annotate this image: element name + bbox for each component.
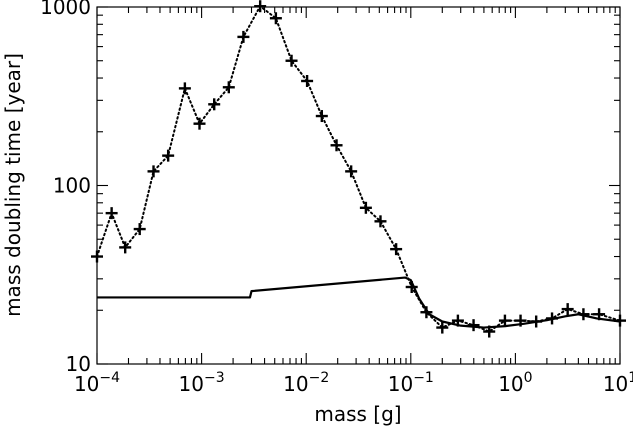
- x-tick-label: 101: [603, 370, 633, 396]
- data-point-marker: [269, 12, 282, 25]
- y-tick-labels: 10 100 1000: [40, 0, 91, 376]
- data-point-marker: [178, 82, 191, 95]
- data-point-marker: [561, 303, 574, 316]
- data-point-marker: [330, 139, 343, 152]
- data-point-marker: [254, 0, 267, 13]
- x-tick-label: 10−2: [283, 370, 329, 396]
- data-point-marker: [237, 30, 250, 43]
- x-tick-label: 10−1: [388, 370, 434, 396]
- data-point-marker: [162, 149, 175, 162]
- series-line-solid: [97, 276, 621, 329]
- axis-ticks: [96, 6, 621, 365]
- data-point-marker: [467, 319, 480, 332]
- y-tick-label: 100: [53, 174, 91, 198]
- data-point-marker: [345, 165, 358, 178]
- data-point-marker: [133, 223, 146, 236]
- data-point-marker: [208, 98, 221, 111]
- data-point-marker: [222, 81, 235, 94]
- data-point-marker: [315, 110, 328, 123]
- data-point-marker: [301, 74, 314, 87]
- x-tick-label: 10−3: [179, 370, 225, 396]
- data-point-marker: [436, 321, 449, 334]
- plot-frame: [96, 6, 621, 365]
- data-point-marker: [359, 201, 372, 214]
- data-point-marker: [147, 165, 160, 178]
- y-tick-label: 1000: [40, 0, 91, 19]
- data-point-marker: [498, 314, 511, 327]
- data-point-marker: [119, 241, 132, 254]
- y-tick-label: 10: [66, 352, 91, 376]
- x-axis-label: mass [g]: [314, 402, 401, 426]
- x-tick-labels: 10−4 10−3 10−2 10−1 100 101: [74, 370, 633, 396]
- data-point-marker: [105, 207, 118, 220]
- data-point-marker: [193, 117, 206, 130]
- series-layer: [91, 0, 626, 338]
- y-axis-label: mass doubling time [year]: [1, 53, 25, 317]
- data-point-marker: [390, 243, 403, 256]
- x-tick-label: 10−4: [74, 370, 120, 396]
- data-point-marker: [285, 54, 298, 67]
- x-tick-label: 100: [498, 370, 532, 396]
- data-point-marker: [91, 250, 103, 263]
- data-point-marker: [374, 215, 387, 228]
